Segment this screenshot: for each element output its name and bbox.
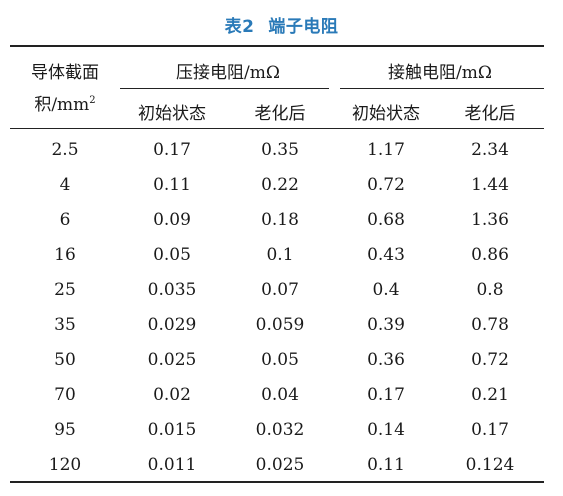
cell-conductor-area: 2.5 bbox=[51, 140, 79, 160]
cell-conductor-area: 50 bbox=[54, 350, 76, 370]
header-contact-resistance: 接触电阻/mΩ bbox=[388, 63, 492, 83]
header-conductor-line2: 积/mm2 bbox=[10, 90, 120, 115]
cell-crimp-aged: 0.07 bbox=[261, 280, 299, 300]
cell-crimp-initial: 0.035 bbox=[147, 280, 197, 300]
cell-conductor-area: 120 bbox=[48, 455, 82, 475]
cell-crimp-aged: 0.22 bbox=[261, 175, 299, 195]
cell-contact-initial: 0.39 bbox=[367, 315, 405, 335]
group2-subrule bbox=[340, 88, 544, 89]
cell-contact-initial: 0.36 bbox=[367, 350, 405, 370]
header-conductor-unit: 积/mm bbox=[34, 95, 90, 115]
cell-crimp-initial: 0.05 bbox=[153, 245, 191, 265]
cell-crimp-aged: 0.05 bbox=[261, 350, 299, 370]
group1-subrule bbox=[120, 88, 329, 89]
cell-contact-aged: 0.8 bbox=[476, 280, 504, 300]
cell-contact-aged: 1.44 bbox=[471, 175, 509, 195]
cell-contact-initial: 0.17 bbox=[367, 385, 405, 405]
cell-contact-initial: 1.17 bbox=[367, 140, 405, 160]
header-rule bbox=[10, 128, 544, 129]
cell-contact-aged: 1.36 bbox=[471, 210, 509, 230]
cell-crimp-initial: 0.025 bbox=[147, 350, 197, 370]
cell-conductor-area: 35 bbox=[54, 315, 76, 335]
cell-contact-aged: 0.78 bbox=[471, 315, 509, 335]
cell-crimp-aged: 0.059 bbox=[255, 315, 305, 335]
cell-contact-initial: 0.68 bbox=[367, 210, 405, 230]
cell-contact-initial: 0.11 bbox=[367, 455, 405, 475]
cell-contact-initial: 0.43 bbox=[367, 245, 405, 265]
cell-crimp-aged: 0.35 bbox=[261, 140, 299, 160]
cell-conductor-area: 4 bbox=[59, 175, 71, 195]
table-title: 端子电阻 bbox=[268, 17, 339, 37]
header-crimp-initial: 初始状态 bbox=[138, 104, 206, 124]
cell-contact-aged: 0.17 bbox=[471, 420, 509, 440]
top-rule bbox=[10, 45, 544, 47]
cell-conductor-area: 6 bbox=[59, 210, 71, 230]
cell-crimp-aged: 0.04 bbox=[261, 385, 299, 405]
cell-contact-initial: 0.4 bbox=[372, 280, 400, 300]
header-crimp-resistance: 压接电阻/mΩ bbox=[176, 63, 280, 83]
cell-contact-aged: 0.21 bbox=[471, 385, 509, 405]
header-conductor-line1: 导体截面 bbox=[31, 63, 99, 83]
cell-crimp-initial: 0.09 bbox=[153, 210, 191, 230]
bottom-rule bbox=[10, 481, 544, 483]
cell-conductor-area: 25 bbox=[54, 280, 76, 300]
cell-conductor-area: 70 bbox=[54, 385, 76, 405]
cell-contact-aged: 2.34 bbox=[471, 140, 509, 160]
cell-contact-initial: 0.72 bbox=[367, 175, 405, 195]
table-number: 表2 bbox=[224, 17, 255, 37]
cell-crimp-initial: 0.02 bbox=[153, 385, 191, 405]
cell-crimp-initial: 0.011 bbox=[147, 455, 197, 475]
cell-contact-initial: 0.14 bbox=[367, 420, 405, 440]
cell-contact-aged: 0.72 bbox=[471, 350, 509, 370]
table-caption: 表2 端子电阻 bbox=[0, 12, 563, 37]
cell-conductor-area: 16 bbox=[54, 245, 76, 265]
cell-crimp-initial: 0.015 bbox=[147, 420, 197, 440]
cell-crimp-initial: 0.17 bbox=[153, 140, 191, 160]
cell-contact-aged: 0.124 bbox=[465, 455, 515, 475]
header-crimp-aged: 老化后 bbox=[254, 104, 306, 124]
cell-crimp-initial: 0.029 bbox=[147, 315, 197, 335]
cell-crimp-aged: 0.032 bbox=[255, 420, 305, 440]
cell-crimp-aged: 0.025 bbox=[255, 455, 305, 475]
cell-conductor-area: 95 bbox=[54, 420, 76, 440]
header-contact-initial: 初始状态 bbox=[352, 104, 420, 124]
cell-crimp-aged: 0.18 bbox=[261, 210, 299, 230]
cell-crimp-initial: 0.11 bbox=[153, 175, 191, 195]
cell-contact-aged: 0.86 bbox=[471, 245, 509, 265]
cell-crimp-aged: 0.1 bbox=[266, 245, 294, 265]
header-conductor-unit-exponent: 2 bbox=[89, 95, 96, 106]
header-contact-aged: 老化后 bbox=[464, 104, 516, 124]
